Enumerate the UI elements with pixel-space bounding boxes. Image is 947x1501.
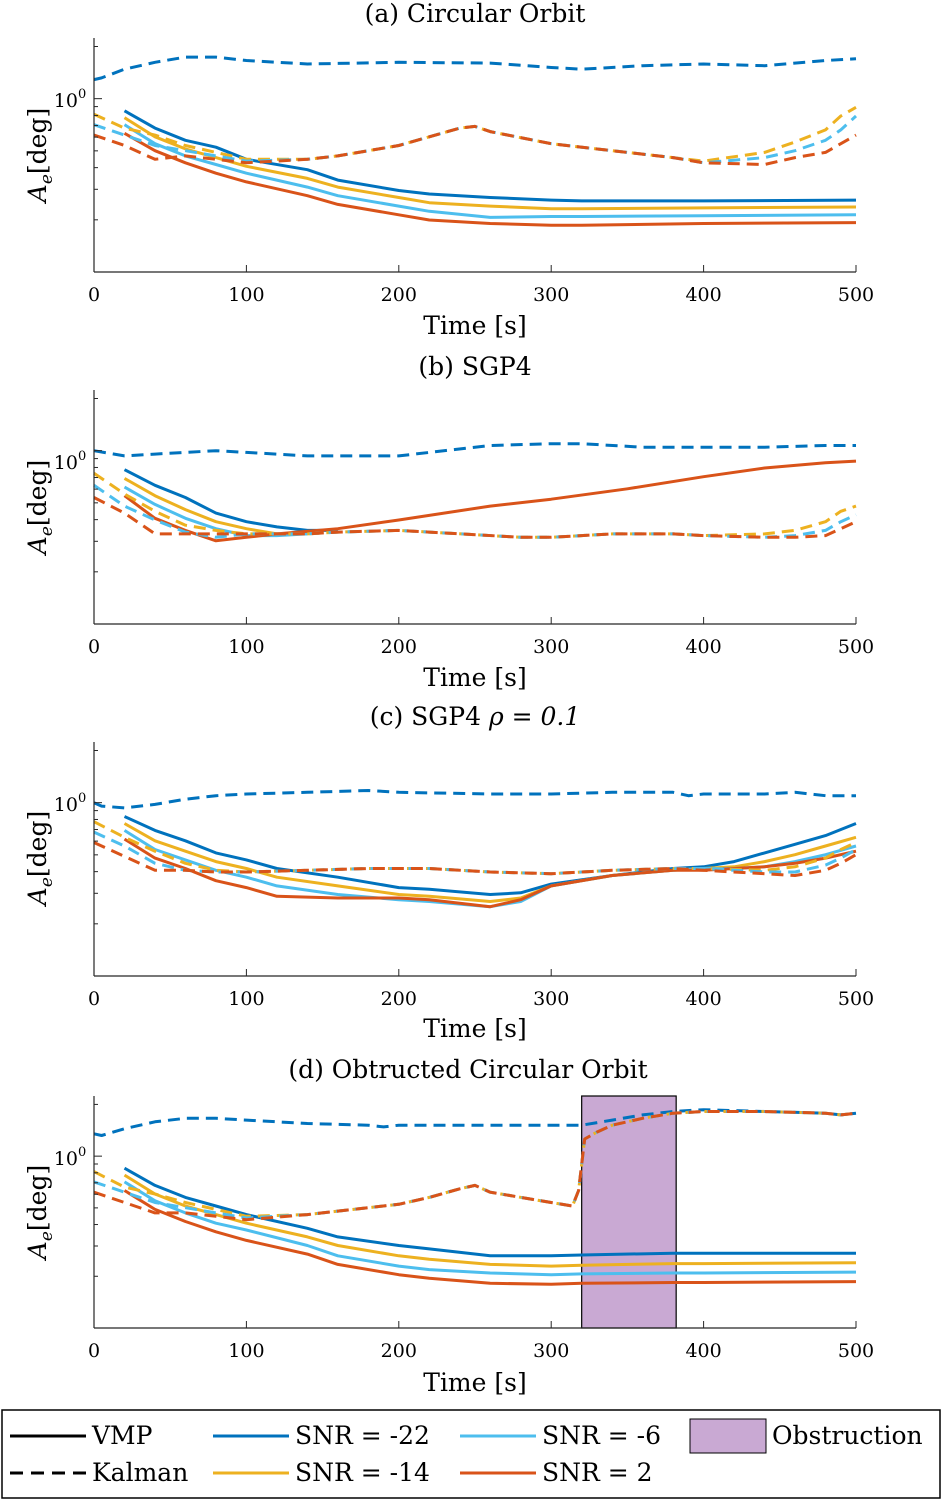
panel-a-axes (93, 38, 857, 273)
panel-c-ytick-label: 100 (54, 791, 86, 816)
panel-c-xlabel: Time [s] (423, 1014, 526, 1043)
x-tick-label: 500 (838, 988, 874, 1010)
series-line (93, 124, 857, 166)
x-tick-label: 200 (381, 636, 417, 658)
series-line (93, 442, 856, 458)
series-line (123, 477, 308, 536)
series-line (93, 55, 857, 82)
panel-d-xticklabels: 0 100 200 300 400 500 (88, 1340, 874, 1362)
x-tick-label: 400 (685, 284, 721, 306)
obstruction-patch (581, 1095, 677, 1329)
series-line (93, 1110, 857, 1218)
x-tick-label: 300 (533, 1340, 569, 1362)
panel-d-ytick-label: 100 (54, 1145, 86, 1170)
legend-swatch-obstruction (689, 1418, 767, 1454)
series-line (123, 815, 857, 896)
panel-a-title: (a) Circular Orbit (365, 0, 586, 28)
panel-a-ytick-label: 100 (54, 87, 86, 112)
series-line (93, 1110, 857, 1222)
x-tick-label: 500 (838, 1340, 874, 1362)
x-tick-label: 500 (838, 284, 874, 306)
legend-label-kalman: Kalman (92, 1458, 188, 1487)
series-line (93, 496, 857, 539)
x-tick-label: 200 (381, 988, 417, 1010)
panel-b-xlabel: Time [s] (423, 663, 526, 692)
panel-b-series (93, 442, 857, 543)
series-line (123, 468, 338, 532)
x-tick-label: 400 (685, 1340, 721, 1362)
series-line (93, 484, 857, 539)
series-line (93, 789, 856, 810)
legend-label-vmp: VMP (91, 1421, 152, 1450)
panel-d-title: (d) Obtructed Circular Orbit (288, 1055, 647, 1084)
x-tick-label: 300 (533, 636, 569, 658)
series-line (123, 459, 857, 543)
legend-label-snr-m22: SNR = -22 (295, 1421, 430, 1450)
x-tick-label: 0 (88, 636, 100, 658)
panel-d-obstruction (581, 1095, 677, 1329)
x-tick-label: 300 (533, 284, 569, 306)
panel-d-ylabel: Ae[deg] (23, 1165, 57, 1261)
panel-a-xticklabels: 0 100 200 300 400 500 (88, 284, 874, 306)
series-line (93, 105, 857, 163)
series-line (93, 114, 858, 165)
panel-d-axes (93, 1096, 857, 1329)
series-line (123, 131, 857, 227)
x-tick-label: 200 (381, 284, 417, 306)
series-line (123, 1166, 856, 1258)
x-tick-label: 200 (381, 1340, 417, 1362)
series-line (123, 1189, 857, 1286)
panel-c-series (93, 789, 857, 909)
panel-c-xticklabels: 0 100 200 300 400 500 (88, 988, 874, 1010)
panel-c-title: (c) SGP4 ρ = 0.1 (370, 702, 581, 731)
legend-label-snr-2: SNR = 2 (542, 1458, 653, 1487)
panel-a-series (93, 55, 858, 227)
panel-d-series (93, 1108, 857, 1286)
panel-b: (b) SGP4 0 100 200 300 400 500 100 Time [s] A… (23, 352, 874, 692)
series-line (123, 485, 308, 538)
panel-a-xlabel: Time [s] (423, 311, 526, 340)
x-tick-label: 100 (228, 636, 264, 658)
panel-b-xticklabels: 0 100 200 300 400 500 (88, 636, 874, 658)
panel-c: (c) SGP4 ρ = 0.1 0 100 200 300 400 500 100 Tim… (23, 702, 874, 1043)
series-line (123, 1180, 857, 1277)
x-tick-label: 100 (228, 1340, 264, 1362)
legend: VMP Kalman SNR = -22 SNR = -14 SNR = -6 … (1, 1409, 941, 1499)
panel-c-ylabel: Ae[deg] (23, 811, 57, 907)
series-line (93, 1108, 857, 1137)
series-line (123, 822, 857, 903)
x-tick-label: 300 (533, 988, 569, 1010)
x-tick-label: 400 (685, 988, 721, 1010)
series-line (93, 1110, 857, 1220)
panel-a-ylabel: Ae[deg] (23, 108, 57, 204)
x-tick-label: 400 (685, 636, 721, 658)
x-tick-label: 100 (228, 988, 264, 1010)
x-tick-label: 0 (88, 284, 100, 306)
legend-box (1, 1409, 941, 1499)
series-line (93, 841, 857, 877)
panel-d-xlabel: Time [s] (423, 1368, 526, 1397)
panel-b-ylabel: Ae[deg] (23, 460, 57, 556)
x-tick-label: 0 (88, 1340, 100, 1362)
series-line (123, 109, 857, 203)
panel-b-axes (93, 390, 857, 625)
x-tick-label: 0 (88, 988, 100, 1010)
series-line (123, 123, 857, 219)
legend-label-snr-m14: SNR = -14 (295, 1458, 430, 1487)
panel-b-title: (b) SGP4 (418, 352, 531, 381)
panel-c-axes (93, 742, 857, 977)
series-line (123, 837, 857, 909)
x-tick-label: 100 (228, 284, 264, 306)
legend-label-snr-m6: SNR = -6 (542, 1421, 661, 1450)
panel-d: (d) Obtructed Circular Orbit 0 100 200 300 4… (23, 1055, 874, 1397)
x-tick-label: 500 (838, 636, 874, 658)
series-line (93, 471, 857, 539)
legend-label-obstruction: Obstruction (772, 1421, 923, 1450)
panel-a: (a) Circular Orbit 0 100 200 300 400 500 100 … (23, 0, 874, 340)
panel-b-ytick-label: 100 (54, 449, 86, 474)
